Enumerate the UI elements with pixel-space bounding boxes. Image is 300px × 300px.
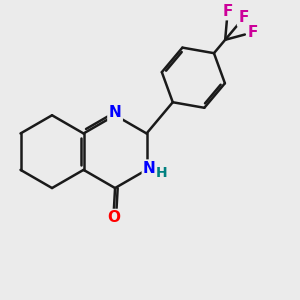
Text: F: F (223, 4, 233, 19)
Text: F: F (248, 25, 258, 40)
Text: H: H (155, 166, 167, 180)
Text: N: N (143, 161, 156, 176)
Text: F: F (238, 11, 249, 26)
Text: N: N (109, 105, 122, 120)
Text: O: O (107, 210, 120, 225)
